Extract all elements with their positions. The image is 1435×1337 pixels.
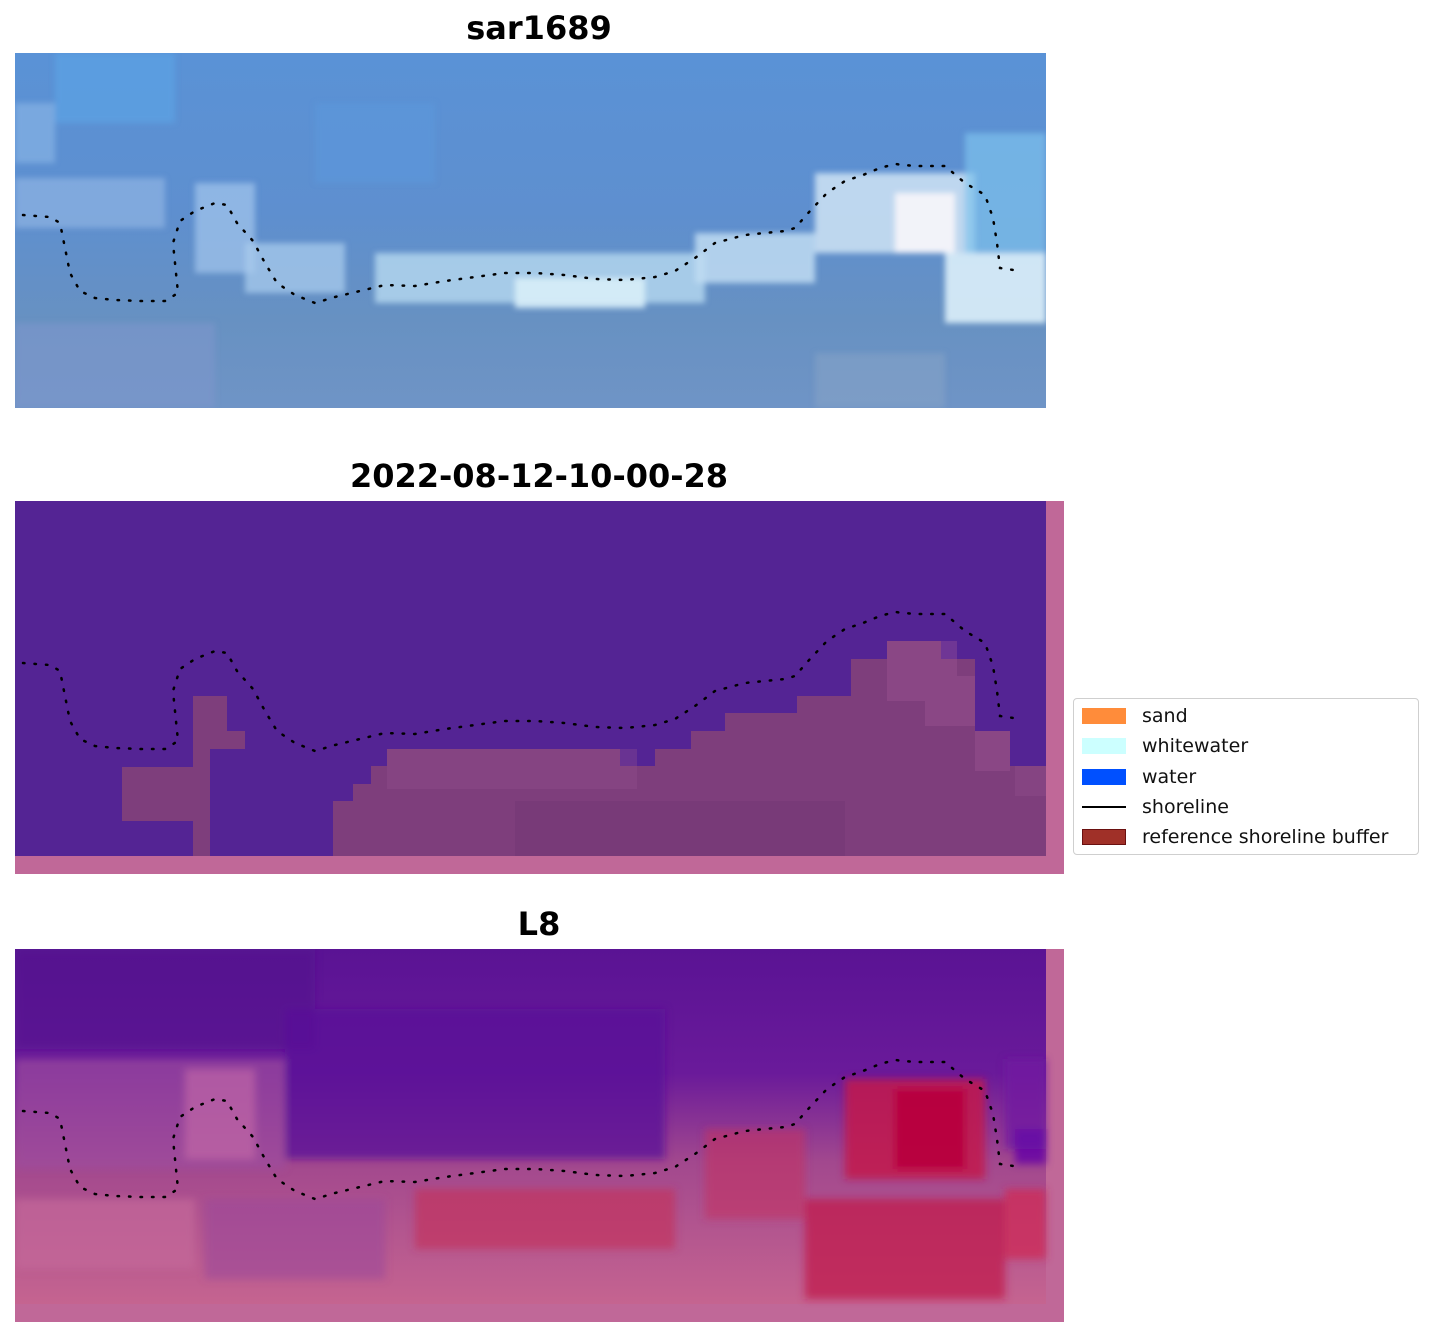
legend-label: reference shoreline buffer (1142, 826, 1389, 848)
whitewater-swatch-icon (1082, 738, 1126, 754)
panel-title-rgb: sar1689 (466, 9, 612, 47)
legend-label: sand (1142, 705, 1188, 727)
index-patches (15, 949, 1046, 1299)
classified-image-panel (15, 501, 1064, 874)
shoreline-line-icon (1082, 806, 1126, 808)
legend-item-shoreline: shoreline (1082, 796, 1229, 818)
legend-item-sand: sand (1082, 705, 1188, 727)
buffer-swatch-icon (1082, 829, 1126, 845)
shoreline-dotted (21, 1058, 1022, 1201)
legend-label: water (1142, 766, 1197, 788)
water-swatch-icon (1082, 769, 1126, 785)
legend-label: whitewater (1142, 735, 1249, 757)
rgb-image-panel (15, 53, 1046, 408)
legend-item-water: water (1082, 766, 1196, 788)
shoreline-dotted (21, 162, 1022, 305)
legend-label: shoreline (1142, 796, 1229, 818)
rgb-patches (15, 53, 1046, 408)
legend: sand whitewater water shoreline referenc… (1073, 698, 1419, 855)
panel-title-index: L8 (517, 905, 561, 943)
legend-item-whitewater: whitewater (1082, 735, 1248, 757)
sand-swatch-icon (1082, 708, 1126, 724)
shoreline-dotted (21, 610, 1022, 753)
index-image-panel (15, 949, 1064, 1322)
legend-item-buffer: reference shoreline buffer (1082, 826, 1388, 848)
overlap-shading (387, 641, 1046, 856)
buffer-overlap-region (122, 641, 1046, 856)
panel-title-classified: 2022-08-12-10-00-28 (349, 457, 729, 495)
